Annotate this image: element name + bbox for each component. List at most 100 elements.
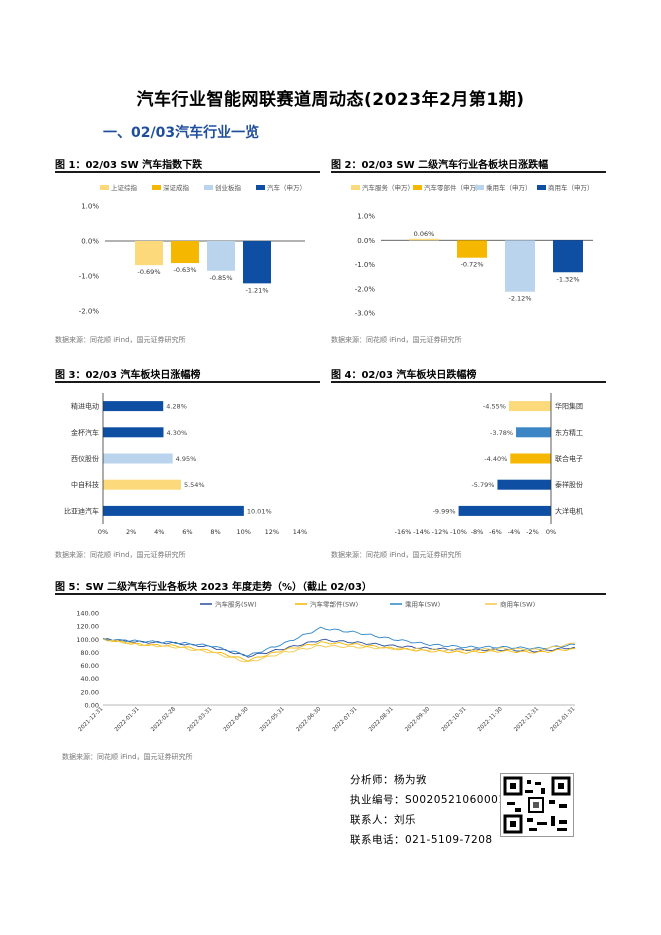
fig4-xtick-label: 0% <box>546 528 556 536</box>
fig2-bar <box>553 240 583 273</box>
qr-code-icon <box>500 773 574 837</box>
fig3-bar <box>103 427 164 438</box>
fig3-category-label: 精进电动 <box>71 402 99 411</box>
fig2-ytick-label: -3.0% <box>355 310 376 318</box>
fig3-xtick-label: 12% <box>265 528 279 536</box>
fig3-title: 图 3：02/03 汽车板块日涨幅榜 <box>55 370 201 381</box>
fig5-series-line <box>102 638 575 663</box>
analyst-info: 分析师：杨为敩 执业编号：S0020521060001 联系人：刘乐 联系电话：… <box>350 770 506 850</box>
fig2-bar <box>409 238 439 241</box>
fig3-bar <box>103 453 173 464</box>
fig4-category-label: 联合电子 <box>555 454 583 463</box>
fig4-category-label: 泰祥股份 <box>555 480 583 489</box>
fig3-value-label: 5.54% <box>184 481 205 489</box>
fig3-bar <box>103 401 164 412</box>
fig5-xtick-label: 2022-02-28 <box>150 706 177 733</box>
contact-person: 联系人：刘乐 <box>350 814 416 826</box>
fig2-ytick-label: 1.0% <box>357 213 375 221</box>
analyst-name: 分析师：杨为敩 <box>350 774 427 786</box>
fig2-value-label: -2.12% <box>509 295 532 303</box>
fig4-value-label: -3.78% <box>490 429 513 437</box>
section-heading: 一、02/03汽车行业一览 <box>103 125 260 141</box>
fig3-top-rule <box>55 381 320 383</box>
fig3-value-label: 4.95% <box>176 455 197 463</box>
fig3-bar <box>103 505 244 516</box>
fig4-bar <box>516 427 551 438</box>
fig2-value-label: -0.72% <box>461 261 484 269</box>
fig1-legend-swatch <box>204 185 213 190</box>
fig3-xtick-label: 8% <box>210 528 220 536</box>
contact-phone: 联系电话：021-5109-7208 <box>350 834 493 846</box>
fig1-chart: 上证综指 深证成指 创业板指 汽车（申万） 1.0% 0.0% -1.0% -2.0% -0.6… <box>79 183 306 316</box>
fig4-bar <box>497 479 551 490</box>
fig1-ytick-label: 1.0% <box>81 203 99 211</box>
fig4-xtick-label: -10% <box>450 528 467 536</box>
fig5-ytick-label: 60.00 <box>80 662 99 670</box>
fig3-chart: 精进电动 4.28% 金杯汽车 4.30% 西仪股份 4.95% 中自科技 5.54% 比亚迪汽… <box>64 393 307 536</box>
fig5-legend-label: 汽车服务(SW) <box>215 600 257 609</box>
fig4-value-label: -5.79% <box>471 481 494 489</box>
fig5-xtick-label: 2022-10-31 <box>441 706 468 733</box>
fig4-xtick-label: -4% <box>508 528 521 536</box>
fig3-xtick-label: 6% <box>182 528 192 536</box>
fig5-legend-label: 乘用车(SW) <box>405 600 440 609</box>
fig5-xtick-label: 2022-03-31 <box>186 706 213 733</box>
fig5-xtick-label: 2022-01-31 <box>114 706 141 733</box>
fig1-legend-label: 汽车（申万） <box>267 183 306 192</box>
fig4-chart: 华阳集团 -4.55% 东方精工 -3.78% 联合电子 -4.40% 泰祥股份 -5.79%… <box>395 393 583 536</box>
fig2-legend-label: 汽车服务（申万） <box>362 183 414 192</box>
fig2-chart: 汽车服务（申万） 汽车零部件（申万） 乘用车（申万） 商用车（申万） 1.0% 0.0% -… <box>351 183 594 318</box>
fig3-value-label: 4.30% <box>167 429 188 437</box>
fig5-title: 图 5：SW 二级汽车行业各板块 2023 年度走势（%）（截止 02/03） <box>55 582 372 593</box>
fig1-ytick-label: 0.0% <box>81 238 99 246</box>
fig3-value-label: 4.28% <box>166 403 187 411</box>
fig1-legend-label: 深证成指 <box>163 183 190 192</box>
fig3-value-label: 10.01% <box>247 507 272 515</box>
fig3-xtick-label: 14% <box>293 528 307 536</box>
fig1-bar <box>135 241 163 266</box>
fig5-xtick-label: 2022-12-31 <box>513 706 540 733</box>
fig1-value-label: -0.85% <box>210 274 233 282</box>
fig2-value-label: -1.32% <box>557 275 580 283</box>
fig5-xtick-label: 2022-05-31 <box>259 706 286 733</box>
fig5-xtick-label: 2022-06-30 <box>295 706 322 733</box>
fig5-ytick-label: 140.00 <box>76 610 99 618</box>
fig5-xtick-label: 2023-01-31 <box>550 706 577 733</box>
fig4-top-rule <box>331 381 606 383</box>
fig3-xtick-label: 2% <box>126 528 136 536</box>
fig2-ytick-label: 0.0% <box>357 237 375 245</box>
fig4-source: 数据来源：同花顺 iFind，国元证券研究所 <box>331 551 462 559</box>
fig5-series-line <box>102 638 576 658</box>
fig3-bar <box>103 479 181 490</box>
fig4-xtick-label: -2% <box>526 528 539 536</box>
fig2-source: 数据来源：同花顺 iFind，国元证券研究所 <box>331 336 462 344</box>
fig5-ytick-label: 120.00 <box>76 623 99 631</box>
fig3-category-label: 金杯汽车 <box>71 428 99 437</box>
fig1-title: 图 1：02/03 SW 汽车指数下跌 <box>55 160 203 171</box>
fig3-category-label: 比亚迪汽车 <box>64 506 99 515</box>
fig1-top-rule <box>55 171 320 173</box>
fig2-ytick-label: -1.0% <box>355 261 376 269</box>
license-number: 执业编号：S0020521060001 <box>350 794 506 806</box>
report-title: 汽车行业智能网联赛道周动态(2023年2月第1期) <box>136 90 525 110</box>
fig5-xtick-label: 2022-08-31 <box>368 706 395 733</box>
fig3-category-label: 中自科技 <box>71 480 99 489</box>
fig2-legend-swatch <box>351 185 360 190</box>
fig1-legend-label: 上证综指 <box>111 183 138 192</box>
fig5-xtick-label: 2022-09-30 <box>404 706 431 733</box>
fig3-source: 数据来源：同花顺 iFind，国元证券研究所 <box>55 551 186 559</box>
fig5-xtick-label: 2022-11-30 <box>477 706 504 733</box>
fig2-bar <box>457 240 487 258</box>
fig2-top-rule <box>331 171 606 173</box>
fig2-legend-label: 乘用车（申万） <box>486 183 532 192</box>
fig1-legend-swatch <box>100 185 109 190</box>
fig3-xtick-label: 10% <box>236 528 250 536</box>
fig1-value-label: -0.69% <box>138 268 161 276</box>
fig5-source: 数据来源：同花顺 iFind，国元证券研究所 <box>62 753 193 761</box>
fig2-bar <box>505 240 535 292</box>
fig4-xtick-label: -16% <box>395 528 412 536</box>
fig1-ytick-label: -1.0% <box>79 273 100 281</box>
fig2-legend-swatch <box>537 185 546 190</box>
fig5-chart: 汽车服务(SW) 汽车零部件(SW) 乘用车(SW) 商用车(SW) 140.00 120… <box>76 600 577 734</box>
fig5-ytick-label: 20.00 <box>80 688 99 696</box>
